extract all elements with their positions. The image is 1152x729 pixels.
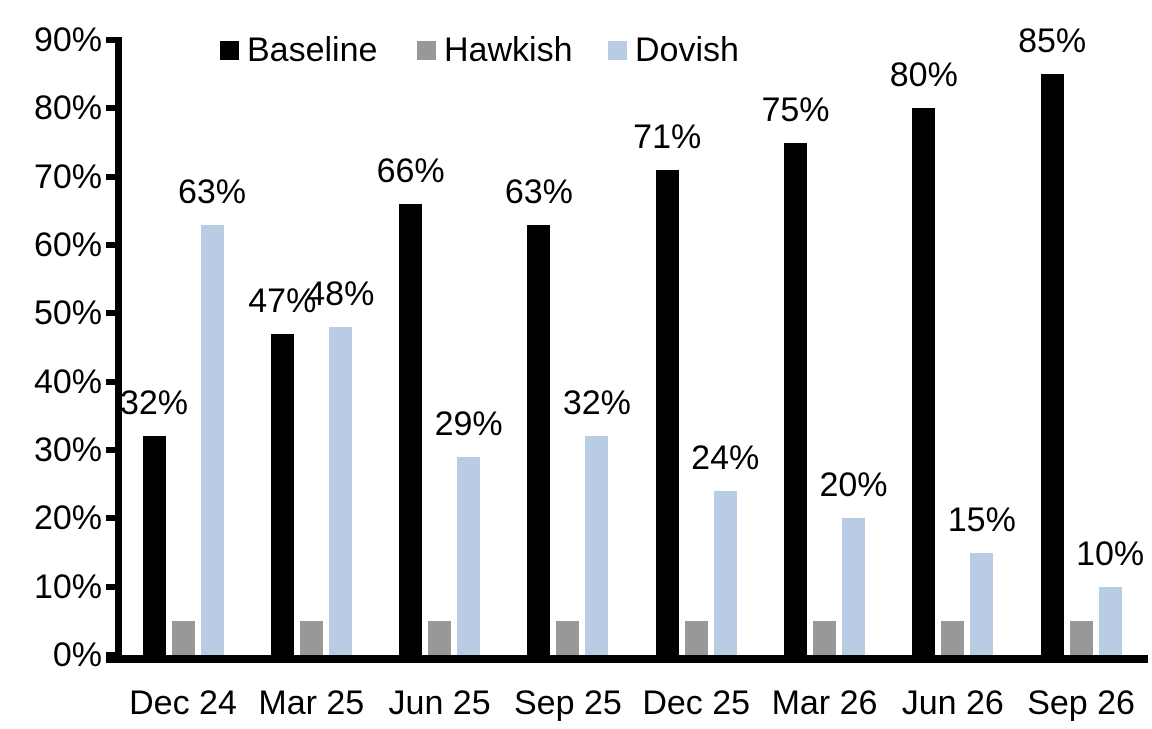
y-axis-tick xyxy=(106,37,115,43)
bar-dovish-sep-25 xyxy=(585,436,609,655)
y-axis-tick xyxy=(106,378,115,385)
bar-hawkish-sep-26 xyxy=(1069,620,1093,655)
bar-baseline-mar-26 xyxy=(784,142,807,655)
legend-swatch-icon xyxy=(417,40,436,60)
y-axis-tick-label: 40% xyxy=(33,362,102,401)
y-axis-tick xyxy=(106,173,115,180)
bar-data-label: 75% xyxy=(761,90,830,129)
bar-hawkish-jun-26 xyxy=(941,620,965,655)
bar-baseline-sep-25 xyxy=(527,224,551,655)
bar-baseline-dec-24 xyxy=(142,436,166,655)
y-axis-tick-label: 0% xyxy=(52,636,102,674)
bar-dovish-dec-25 xyxy=(713,491,737,655)
bar-data-label: 71% xyxy=(633,117,702,156)
bar-baseline-dec-25 xyxy=(655,169,679,655)
bar-baseline-jun-26 xyxy=(912,108,936,655)
y-axis-tick-label: 90% xyxy=(33,21,102,59)
bar-data-label: 32% xyxy=(562,384,631,423)
bar-hawkish-mar-25 xyxy=(299,620,323,655)
y-axis-tick xyxy=(106,310,115,317)
x-axis-category-label: Sep 25 xyxy=(514,684,622,722)
y-axis-tick xyxy=(106,515,115,522)
bar-dovish-dec-24 xyxy=(200,224,224,655)
bar-hawkish-mar-26 xyxy=(813,620,836,655)
y-axis-line xyxy=(115,37,122,663)
bar-data-label: 24% xyxy=(691,439,760,477)
bar-data-label: 15% xyxy=(947,500,1016,539)
legend-swatch-icon xyxy=(608,40,627,60)
bar-hawkish-sep-25 xyxy=(556,620,580,655)
bar-data-label: 48% xyxy=(306,275,375,313)
bar-hawkish-dec-25 xyxy=(684,620,708,655)
bar-data-label: 20% xyxy=(819,466,888,505)
bar-data-label: 85% xyxy=(1018,22,1087,61)
bar-dovish-mar-25 xyxy=(328,327,352,655)
bar-dovish-jun-25 xyxy=(457,456,481,655)
bar-baseline-jun-25 xyxy=(399,204,423,655)
x-axis-category-label: Mar 25 xyxy=(258,684,365,722)
y-axis-tick-label: 70% xyxy=(33,157,102,196)
legend-label: Baseline xyxy=(247,31,378,69)
bar-data-label: 32% xyxy=(119,384,189,423)
bar-data-label: 80% xyxy=(889,56,958,95)
bar-data-label: 47% xyxy=(248,281,317,320)
y-axis-tick xyxy=(106,583,115,590)
bar-baseline-mar-25 xyxy=(270,333,294,655)
legend-item-hawkish: Hawkish xyxy=(417,30,572,70)
bar-data-label: 29% xyxy=(434,404,503,443)
x-axis-line xyxy=(106,655,1148,663)
bar-data-label: 63% xyxy=(504,172,573,211)
x-axis-category-label: Jun 25 xyxy=(388,684,491,722)
x-axis-category-label: Jun 26 xyxy=(901,684,1004,722)
legend-item-baseline: Baseline xyxy=(220,30,377,70)
bar-dovish-mar-26 xyxy=(842,518,865,655)
y-axis-tick xyxy=(106,447,115,453)
y-axis-tick xyxy=(106,105,115,112)
bar-baseline-sep-26 xyxy=(1040,74,1064,655)
bar-hawkish-jun-25 xyxy=(428,620,452,655)
bar-data-label: 63% xyxy=(177,172,247,211)
y-axis-tick-label: 60% xyxy=(33,226,102,264)
y-axis-tick xyxy=(106,242,115,248)
x-axis-category-label: Dec 25 xyxy=(642,684,751,722)
y-axis-tick-label: 80% xyxy=(33,89,102,128)
x-axis-category-label: Sep 26 xyxy=(1027,684,1135,722)
bar-dovish-sep-26 xyxy=(1098,586,1122,655)
y-axis-tick-label: 50% xyxy=(33,294,102,333)
bar-hawkish-dec-24 xyxy=(171,620,195,655)
legend-item-dovish: Dovish xyxy=(608,30,739,70)
legend-label: Dovish xyxy=(635,31,739,69)
bar-dovish-jun-26 xyxy=(970,552,994,655)
bar-data-label: 10% xyxy=(1076,534,1145,573)
y-axis-tick-label: 30% xyxy=(33,431,102,469)
x-axis-category-label: Mar 26 xyxy=(771,684,878,722)
legend-label: Hawkish xyxy=(444,31,573,69)
y-axis-tick-label: 10% xyxy=(33,567,102,606)
legend-swatch-icon xyxy=(220,40,239,60)
y-axis-tick-label: 20% xyxy=(33,499,102,538)
x-axis-category-label: Dec 24 xyxy=(129,684,237,722)
bar-data-label: 66% xyxy=(376,152,445,190)
